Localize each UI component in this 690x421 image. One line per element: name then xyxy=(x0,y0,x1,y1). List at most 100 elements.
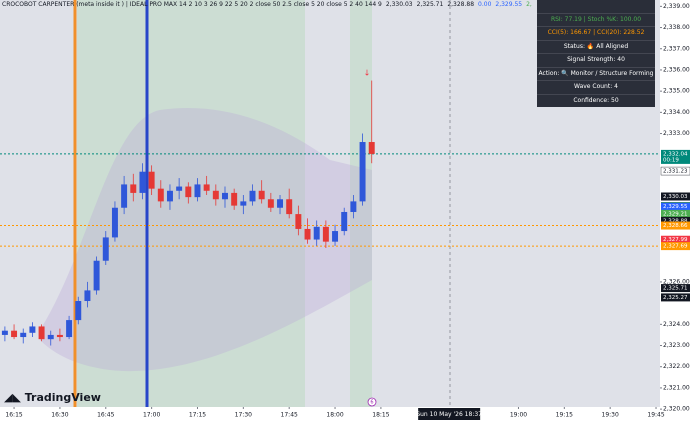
candle-body xyxy=(102,237,109,261)
candle-body xyxy=(185,186,192,198)
y-tick-label: 2,338.00 xyxy=(663,24,690,31)
price-tag xyxy=(661,216,690,225)
candle-body xyxy=(111,207,118,238)
header-value: 2,330.03 xyxy=(385,1,413,8)
candle-body xyxy=(258,190,265,200)
session-zone xyxy=(350,0,372,407)
header-value: 0.00 xyxy=(478,1,492,8)
candles xyxy=(1,80,375,346)
price-tag-label: 2,327.99 xyxy=(663,237,688,243)
x-tick-label: 16:45 xyxy=(97,412,114,419)
price-tag xyxy=(661,209,690,218)
y-tick-label: 2,321.00 xyxy=(663,384,690,391)
panel-row: Action: 🔍 Monitor / Structure Forming xyxy=(537,66,655,81)
price-tag-label: 2,325.71 xyxy=(663,286,688,292)
y-tick-label: 2,335.00 xyxy=(663,88,690,95)
candle-body xyxy=(130,184,137,193)
time-axis xyxy=(0,407,660,421)
y-tick-label: 2,333.00 xyxy=(663,130,690,137)
x-tick-label: 18:00 xyxy=(326,412,343,419)
candle-body xyxy=(267,199,274,208)
price-tag xyxy=(660,166,690,176)
indicator-name: CROCOBOT CARPENTER (meta inside it ) | I… xyxy=(2,1,382,8)
price-tag xyxy=(661,192,690,201)
x-tick-label: 19:45 xyxy=(647,412,664,419)
candle-body xyxy=(148,171,155,189)
candle-body xyxy=(359,142,366,202)
candle-body xyxy=(93,260,100,291)
y-tick-label: 2,339.00 xyxy=(663,3,690,10)
candle-body xyxy=(29,326,36,333)
header-value: 2,325.71 xyxy=(416,1,444,8)
x-tick-label: 19:00 xyxy=(510,412,527,419)
candle-body xyxy=(1,330,8,335)
candle-body xyxy=(84,290,91,302)
candle-body xyxy=(304,228,311,240)
candle-body xyxy=(20,332,27,338)
candle-body xyxy=(212,190,219,200)
y-tick-label: 2,336.00 xyxy=(663,66,690,73)
candle-body xyxy=(176,186,183,191)
price-tag xyxy=(661,235,690,244)
price-tag-label: 2,330.03 xyxy=(663,194,688,200)
candle-body xyxy=(139,171,146,193)
price-tag xyxy=(661,202,690,211)
x-tick-label: 19:30 xyxy=(602,412,619,419)
candle-body xyxy=(157,188,164,202)
status-panel: RSI: 77.19 | Stoch %K: 100.00 CCI(5): 166… xyxy=(537,0,655,107)
candle-body xyxy=(203,184,210,191)
signal-arrow: ↓ xyxy=(364,69,371,78)
band-cloud xyxy=(40,108,372,372)
candle-body xyxy=(66,320,73,338)
candle-body xyxy=(313,226,320,240)
candle-body xyxy=(240,201,247,206)
price-tag-label: 2,328.88 xyxy=(663,218,688,224)
panel-row: Signal Strength: 40 xyxy=(537,53,655,67)
x-tick-label: 17:15 xyxy=(189,412,206,419)
candle-body xyxy=(222,192,228,200)
candle-body xyxy=(332,231,339,242)
x-tick-label: 18:15 xyxy=(372,412,389,419)
candle-body xyxy=(121,184,128,208)
candle-body xyxy=(249,190,256,202)
y-tick-label: 2,320.00 xyxy=(663,406,690,413)
price-tag-label: 2,327.69 xyxy=(663,244,688,250)
price-tag-label: 2,332.04 xyxy=(663,151,688,157)
x-tick-label: 17:45 xyxy=(281,412,298,419)
y-tick-label: 2,334.00 xyxy=(663,109,690,116)
price-tag-label: 2,331.23 xyxy=(663,169,688,175)
candle-body xyxy=(166,190,173,202)
event-badge-text: 6 xyxy=(370,400,373,406)
price-tag-label: 2,329.55 xyxy=(663,204,688,210)
x-tick-label: 17:30 xyxy=(235,412,252,419)
candle-body xyxy=(286,199,293,215)
logo-text: TradingView xyxy=(24,391,101,404)
candle-body xyxy=(368,142,375,154)
candle-body xyxy=(47,334,54,340)
candle-body xyxy=(322,226,329,242)
axes: 2,339.00 2,338.00 2,337.00 2,336.00 2,335.00… xyxy=(5,3,690,420)
candle-body xyxy=(295,214,302,229)
x-tick-label: 19:15 xyxy=(556,412,573,419)
price-tag-label: 2,328.66 xyxy=(663,223,688,229)
logo: ◢◣ TradingView xyxy=(4,391,101,404)
panel-row: CCI(5): 166.67 | CCI(20): 228.52 xyxy=(537,26,655,40)
panel-row: Confidence: 50 xyxy=(537,93,655,108)
x-tick-label: 16:15 xyxy=(5,412,22,419)
y-tick-label: 2,322.00 xyxy=(663,363,690,370)
header: CROCOBOT CARPENTER (meta inside it ) | I… xyxy=(2,1,532,8)
price-tag xyxy=(661,242,690,251)
header-value: 2,329.55 xyxy=(495,1,523,8)
y-tick-label: 2,337.00 xyxy=(663,45,690,52)
y-tick-label: 2,323.00 xyxy=(663,342,690,349)
event-badge xyxy=(367,397,377,407)
panel-row: RSI: 77.19 | Stoch %K: 100.00 xyxy=(537,12,655,27)
price-tag xyxy=(661,149,690,164)
crosshair-time-box xyxy=(418,408,481,420)
candle-body xyxy=(194,184,201,198)
candle-body xyxy=(231,192,238,206)
price-tag xyxy=(661,221,690,230)
price-tag xyxy=(661,284,690,293)
x-tick-label: 16:30 xyxy=(51,412,68,419)
